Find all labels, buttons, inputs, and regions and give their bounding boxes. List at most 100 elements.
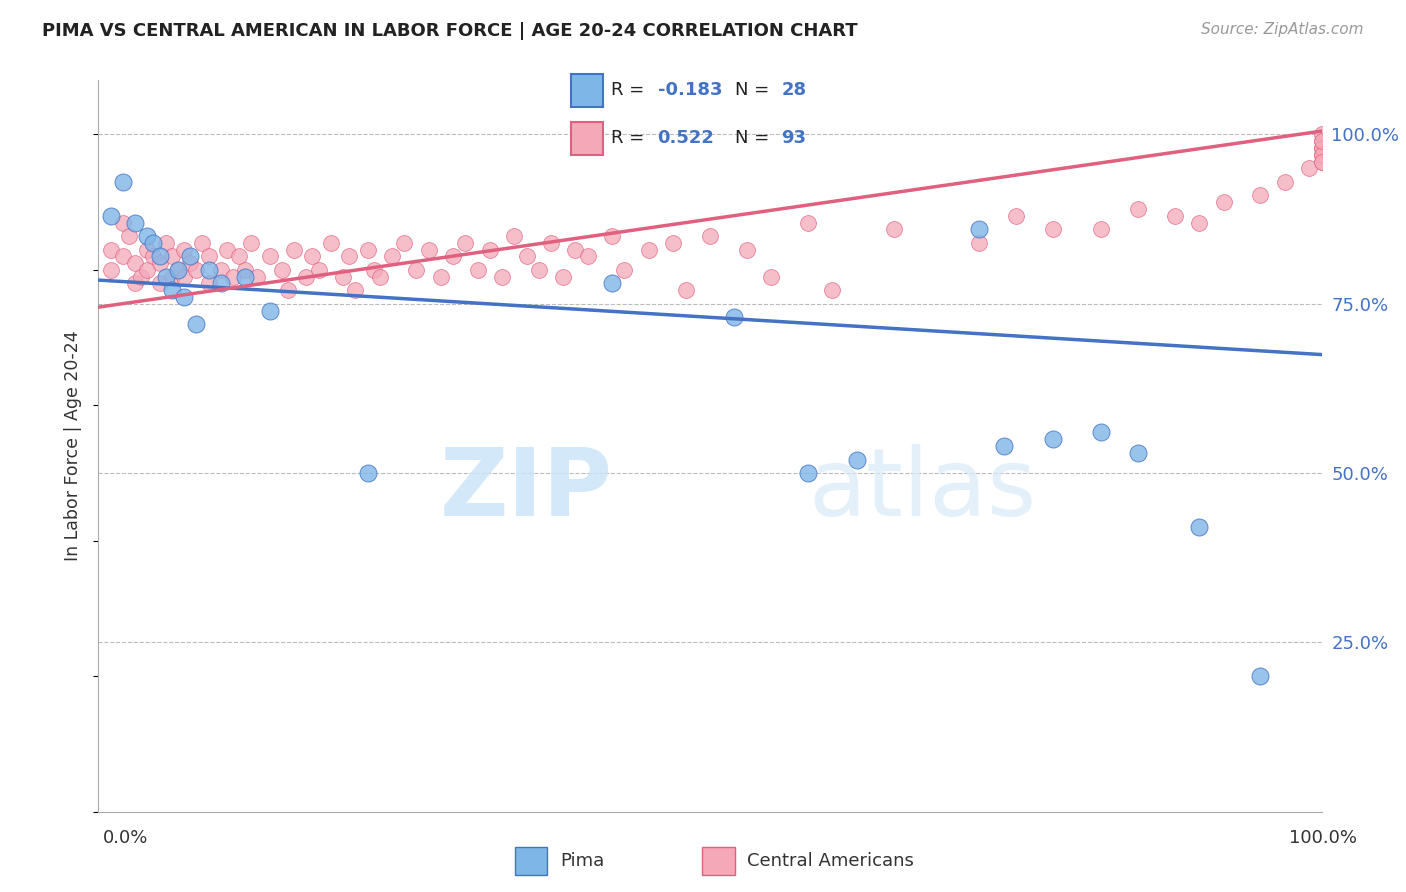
Point [173,243,195,257]
Point [167,263,190,277]
Point [1188,215,1211,229]
Point [277,283,299,297]
Point [259,303,281,318]
Text: R =: R = [612,81,644,99]
Point [600,277,623,291]
Point [160,269,183,284]
Point [454,235,477,250]
Point [308,263,330,277]
Point [553,269,575,284]
Point [118,229,141,244]
Point [100,209,122,223]
FancyBboxPatch shape [702,847,735,875]
Point [124,277,146,291]
Point [821,283,844,297]
Point [246,269,269,284]
Point [283,243,305,257]
Point [478,243,501,257]
Point [1004,209,1026,223]
Point [405,263,427,277]
Point [240,235,263,250]
Point [332,269,354,284]
Point [993,439,1015,453]
Point [356,466,378,480]
Point [209,263,232,277]
Point [735,243,758,257]
Point [215,243,238,257]
Point [1310,154,1333,169]
Point [761,269,783,284]
Point [233,263,256,277]
Point [1042,222,1064,236]
Point [319,235,342,250]
Point [155,235,177,250]
Point [467,263,489,277]
Point [503,229,526,244]
Point [515,249,537,263]
Y-axis label: In Labor Force | Age 20-24: In Labor Force | Age 20-24 [65,331,83,561]
Point [430,269,453,284]
Point [576,249,599,263]
Point [270,263,294,277]
Point [301,249,323,263]
Point [1249,669,1271,683]
Point [1164,209,1187,223]
Text: 93: 93 [782,129,807,147]
Point [124,256,146,270]
Point [1310,148,1333,162]
Point [883,222,905,236]
Point [173,269,195,284]
Point [1310,134,1333,148]
Point [100,243,122,257]
Point [295,269,318,284]
Point [418,243,440,257]
Text: 0.522: 0.522 [658,129,714,147]
Point [527,263,550,277]
Point [1090,425,1112,440]
Point [129,269,152,284]
Point [363,263,385,277]
Text: 0.0%: 0.0% [103,829,148,847]
Point [638,243,661,257]
Point [186,263,208,277]
Point [1310,154,1333,169]
Text: -0.183: -0.183 [658,81,723,99]
Text: Pima: Pima [560,852,605,870]
Point [136,229,159,244]
Point [1310,128,1333,142]
Point [392,235,416,250]
Point [662,235,685,250]
Point [186,317,208,331]
Point [222,269,245,284]
Point [191,235,214,250]
Point [111,175,134,189]
Point [344,283,367,297]
Text: R =: R = [612,129,644,147]
Point [1128,446,1150,460]
Point [197,263,219,277]
Point [797,215,820,229]
Point [149,256,172,270]
Point [136,263,159,277]
Point [1212,195,1234,210]
Point [167,263,190,277]
Point [797,466,820,480]
Point [845,452,868,467]
Point [441,249,464,263]
Point [160,249,183,263]
Point [1310,134,1333,148]
Point [149,249,172,263]
Point [173,290,195,304]
Point [1249,188,1271,202]
Point [1188,520,1211,534]
Point [699,229,721,244]
Point [179,256,201,270]
Text: 100.0%: 100.0% [1289,829,1357,847]
Point [228,249,250,263]
Point [540,235,562,250]
Point [600,229,623,244]
Point [356,243,378,257]
Text: Central Americans: Central Americans [748,852,914,870]
Point [1310,141,1333,155]
Text: N =: N = [735,129,769,147]
